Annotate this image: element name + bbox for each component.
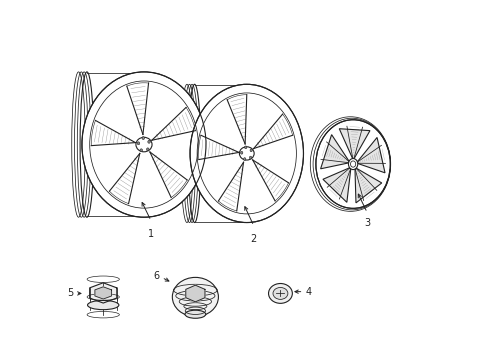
- Ellipse shape: [148, 140, 150, 143]
- Ellipse shape: [316, 120, 391, 208]
- Text: 2: 2: [251, 234, 257, 244]
- Ellipse shape: [147, 148, 149, 151]
- Ellipse shape: [172, 278, 219, 316]
- Polygon shape: [358, 138, 385, 173]
- Ellipse shape: [269, 283, 293, 303]
- Ellipse shape: [350, 161, 356, 167]
- Ellipse shape: [245, 146, 247, 149]
- Text: 3: 3: [364, 218, 370, 228]
- Polygon shape: [95, 287, 112, 299]
- Ellipse shape: [140, 149, 143, 152]
- Ellipse shape: [244, 158, 246, 161]
- Polygon shape: [355, 168, 382, 203]
- Ellipse shape: [190, 84, 303, 222]
- Ellipse shape: [136, 137, 152, 152]
- Text: 1: 1: [148, 229, 154, 239]
- Text: 5: 5: [68, 288, 74, 298]
- Ellipse shape: [82, 72, 206, 217]
- Polygon shape: [320, 135, 349, 169]
- Ellipse shape: [88, 301, 119, 310]
- Polygon shape: [186, 285, 205, 302]
- Ellipse shape: [250, 149, 252, 152]
- Ellipse shape: [273, 288, 288, 300]
- Text: 4: 4: [306, 287, 312, 297]
- Ellipse shape: [137, 142, 140, 145]
- Ellipse shape: [142, 136, 145, 140]
- Polygon shape: [339, 129, 370, 158]
- Ellipse shape: [241, 152, 243, 154]
- Ellipse shape: [185, 310, 206, 318]
- Ellipse shape: [348, 158, 358, 170]
- Text: 6: 6: [154, 271, 160, 281]
- Ellipse shape: [249, 156, 252, 159]
- Polygon shape: [323, 168, 351, 202]
- Polygon shape: [90, 283, 117, 303]
- Ellipse shape: [240, 147, 254, 160]
